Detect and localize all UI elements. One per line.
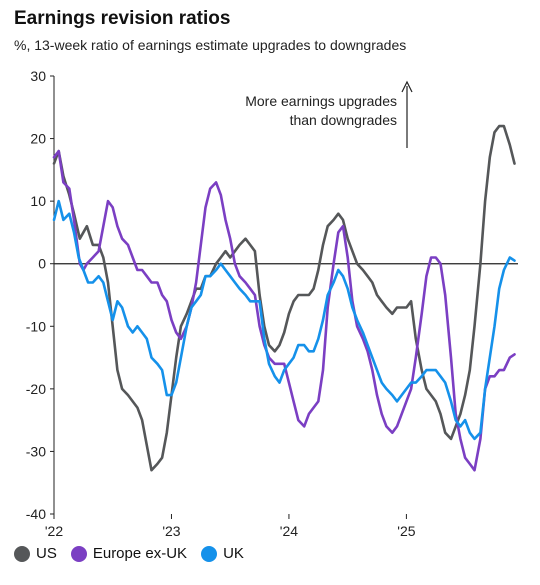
y-tick-label: -20	[26, 381, 46, 397]
legend-swatch-europe-ex-uk	[70, 545, 87, 562]
x-tick-label: '23	[162, 523, 180, 539]
annotation-line-1: More earnings upgrades	[245, 93, 397, 109]
legend-label-us: US	[36, 545, 57, 562]
series-line-uk	[52, 199, 516, 441]
x-tick-label: '22	[45, 523, 63, 539]
y-tick-label: 10	[30, 193, 46, 209]
x-tick-label: '24	[280, 523, 298, 539]
legend-label-uk: UK	[223, 545, 244, 562]
series-line-us	[52, 124, 516, 472]
y-tick-label: 0	[38, 256, 46, 272]
legend-label-europe-ex-uk: Europe ex-UK	[92, 545, 188, 562]
x-tick-label: '25	[397, 523, 415, 539]
chart-title: Earnings revision ratios	[14, 8, 231, 29]
annotation-arrow-head	[401, 80, 413, 93]
chart-subtitle: %, 13-week ratio of earnings estimate up…	[14, 37, 407, 53]
y-tick-label: -10	[26, 318, 46, 334]
y-tick-label: -30	[26, 443, 46, 459]
series-line-europe-ex-uk	[52, 149, 516, 472]
legend-item-europe-ex-uk: Europe ex-UK	[70, 545, 188, 562]
y-tick-label: 30	[30, 68, 46, 84]
legend-swatch-us	[14, 545, 30, 562]
legend-item-uk: UK	[201, 545, 244, 562]
legend-item-us: US	[14, 545, 57, 562]
legend: US Europe ex-UK UK	[14, 545, 258, 562]
legend-swatch-uk	[201, 545, 218, 562]
y-tick-label: 20	[30, 131, 46, 147]
y-tick-label: -40	[26, 506, 46, 522]
annotation-line-2: than downgrades	[290, 112, 397, 128]
